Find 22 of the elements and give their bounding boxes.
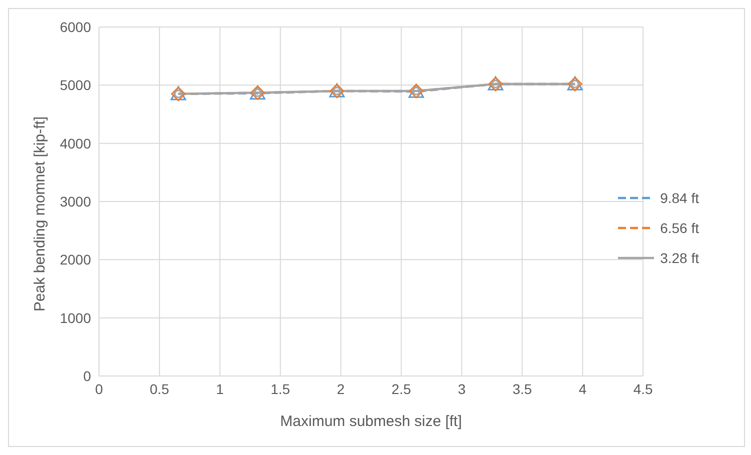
y-tick-label: 1000 (60, 310, 92, 326)
x-tick-label: 2.5 (392, 380, 412, 397)
x-tick-label: 2 (336, 380, 345, 397)
y-tick-label: 4000 (60, 135, 92, 152)
legend-label: 9.84 ft (660, 190, 699, 206)
y-tick-label: 5000 (60, 77, 92, 94)
y-tick-label: 3000 (60, 193, 92, 210)
x-axis-title: Maximum submesh size [ft] (280, 413, 462, 430)
y-tick-label: 0 (83, 368, 92, 384)
x-tick-label: 1.5 (270, 380, 290, 397)
x-tick-label: 4.5 (633, 380, 654, 397)
x-tick-label: 3.5 (512, 380, 532, 397)
legend-label: 3.28 ft (660, 250, 699, 266)
x-tick-label: 4 (578, 380, 587, 397)
x-tick-label: 1 (216, 380, 224, 397)
x-tick-label: 0.5 (150, 380, 170, 397)
x-tick-label: 0 (95, 380, 104, 397)
legend-label: 6.56 ft (660, 220, 699, 236)
y-tick-label: 2000 (60, 252, 92, 268)
y-axis-title: Peak bending momnet [kip-ft] (31, 116, 48, 312)
x-tick-label: 3 (458, 380, 466, 397)
y-tick-label: 6000 (60, 18, 92, 35)
